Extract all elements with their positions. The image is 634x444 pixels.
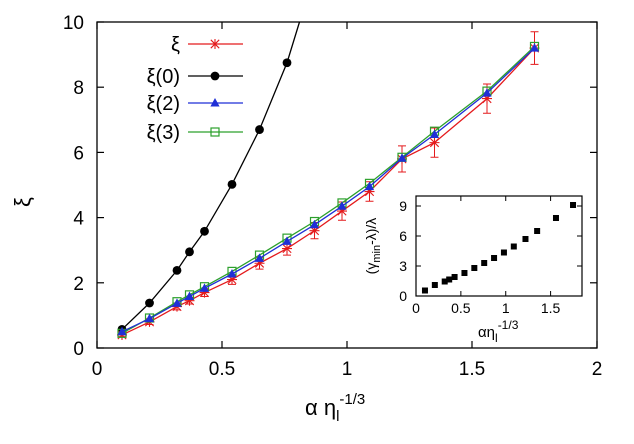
inset-plot: 0 0.5 1 1.5 0 3 6 9 (γmin-λ)/λ αηl-1/3: [363, 195, 583, 345]
legend-marker: [210, 39, 220, 49]
data-point: [227, 268, 237, 278]
y-tick-label: 10: [63, 13, 84, 34]
legend-marker: [210, 71, 220, 81]
data-point: [144, 313, 155, 323]
data-point: [309, 219, 320, 229]
data-point: [172, 298, 182, 307]
y-tick-label: 8: [73, 78, 84, 99]
data-point: [397, 153, 407, 162]
data-point: [309, 225, 320, 236]
legend-label: ξ(2): [147, 93, 180, 115]
legend-label: ξ: [171, 34, 180, 56]
inset-data-point: [461, 270, 468, 276]
inset-data-point: [491, 255, 498, 261]
data-point: [172, 266, 182, 275]
x-tick-label: 0: [92, 359, 103, 380]
data-point: [199, 287, 210, 298]
inset-data-point: [421, 287, 428, 294]
data-point: [529, 43, 540, 52]
data-point: [364, 181, 375, 191]
x-axis-label: α ηl-1/3: [305, 391, 365, 425]
data-point: [227, 274, 237, 285]
data-point: [429, 129, 440, 138]
data-point: [482, 88, 492, 97]
inset-plot-frame: [415, 195, 583, 297]
inset-data-point: [441, 278, 448, 285]
data-point: [184, 295, 195, 306]
inset-y-axis-label: (γmin-λ)/λ: [363, 218, 383, 275]
legend-marker: [210, 127, 220, 137]
data-point: [282, 236, 292, 245]
data-point: [227, 179, 237, 189]
inset-x-axis-label: αηl-1/3: [478, 318, 519, 345]
inset-x-tick-label: 1: [502, 300, 510, 316]
data-point: [364, 186, 375, 197]
legend-label: ξ(0): [147, 66, 180, 88]
data-point: [254, 253, 265, 262]
legend-label: ξ(3): [147, 122, 180, 144]
inset-data-point: [534, 228, 541, 234]
inset-x-tick-label: 1.5: [541, 300, 561, 316]
data-point: [282, 58, 292, 68]
x-tick-label: 1: [342, 359, 353, 380]
inset-data-point: [570, 202, 577, 208]
inset-data-point: [500, 249, 507, 256]
x-tick-label: 1.5: [459, 359, 485, 380]
inset-x-tick-label: 0: [412, 300, 420, 316]
inset-data-point: [446, 276, 453, 283]
data-point: [337, 206, 347, 217]
data-point: [117, 326, 127, 336]
inset-data-point: [522, 236, 529, 242]
y-tick-label: 2: [73, 274, 84, 295]
inset-data-point: [552, 215, 559, 221]
inset-x-tick-label: 0.5: [451, 300, 471, 316]
data-point: [282, 243, 292, 254]
inset-y-tick-label: 9: [399, 198, 407, 214]
inset-y-tick-label: 3: [399, 258, 407, 274]
data-point: [185, 247, 194, 257]
data-point: [337, 201, 347, 210]
inset-data-point: [451, 274, 458, 280]
y-axis-label: ξ: [10, 197, 35, 207]
data-point: [482, 93, 492, 104]
x-tick-label: 2: [592, 359, 603, 380]
data-point: [184, 291, 195, 300]
x-tick-label: 0.5: [209, 359, 235, 380]
y-tick-label: 6: [73, 143, 84, 164]
data-point: [200, 226, 209, 236]
legend-marker: [210, 98, 220, 107]
y-tick-label: 4: [73, 209, 84, 230]
inset-data-point: [471, 265, 478, 271]
inset-data-point: [481, 260, 488, 266]
inset-y-tick-label: 0: [399, 288, 407, 304]
inset-y-tick-label: 6: [399, 228, 407, 244]
series-2: [117, 43, 540, 336]
data-point: [254, 258, 265, 269]
inset-data-point: [510, 243, 517, 250]
inset-axis-ticks: 0 0.5 1 1.5 0 3 6 9: [399, 196, 582, 316]
y-tick-label: 0: [73, 339, 84, 360]
data-point: [145, 298, 154, 308]
inset-data-point: [431, 282, 438, 288]
data-point: [255, 125, 264, 134]
main-series: [117, 21, 540, 340]
legend: ξ ξ(0) ξ(2) ξ(3): [147, 34, 243, 144]
data-point: [199, 283, 210, 292]
data-point: [429, 137, 440, 148]
inset-series: [421, 202, 577, 294]
